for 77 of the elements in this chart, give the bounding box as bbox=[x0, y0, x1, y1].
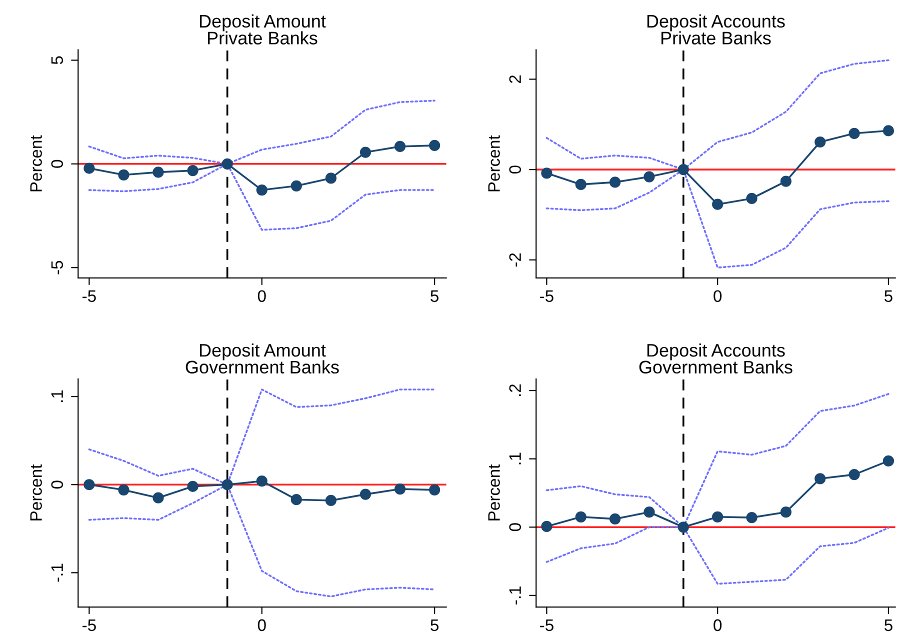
point bbox=[882, 455, 894, 466]
point bbox=[187, 164, 198, 176]
point bbox=[882, 125, 894, 136]
point bbox=[746, 192, 758, 204]
y-tick-label: -2 bbox=[509, 253, 521, 267]
point bbox=[541, 520, 552, 532]
y-tick-label: 0 bbox=[51, 480, 64, 489]
y-tick-label: .2 bbox=[509, 384, 521, 396]
chart-title: Deposit Amount Government Banks bbox=[186, 343, 339, 374]
x-tick-label: -5 bbox=[82, 619, 96, 632]
point bbox=[118, 169, 130, 180]
y-tick-label: -.1 bbox=[51, 564, 63, 582]
point bbox=[678, 164, 689, 176]
point bbox=[575, 178, 586, 190]
point bbox=[712, 198, 724, 210]
point bbox=[256, 184, 268, 196]
point bbox=[360, 146, 372, 158]
x-tick-label: 0 bbox=[714, 290, 722, 302]
point bbox=[780, 506, 792, 518]
x-tick-label: 5 bbox=[884, 619, 892, 632]
y-axis-title: Percent bbox=[30, 135, 42, 192]
chart-title: Deposit Accounts Private Banks bbox=[647, 14, 785, 44]
y-tick-label: -5 bbox=[51, 260, 64, 274]
y-tick-label: 0 bbox=[51, 160, 64, 168]
point bbox=[848, 128, 860, 139]
point bbox=[222, 479, 233, 490]
point bbox=[290, 180, 302, 192]
x-tick-label: 5 bbox=[430, 619, 438, 632]
x-tick-label: 5 bbox=[884, 290, 892, 302]
point bbox=[610, 513, 621, 524]
x-tick-label: 0 bbox=[258, 619, 266, 632]
x-tick-label: -5 bbox=[540, 290, 554, 302]
x-tick-label: 0 bbox=[258, 290, 266, 302]
chart-title: Deposit Amount Private Banks bbox=[200, 14, 326, 44]
point bbox=[118, 484, 130, 496]
y-tick-label: .1 bbox=[51, 390, 63, 402]
point bbox=[256, 476, 268, 487]
point bbox=[325, 172, 337, 184]
y-tick-label: 2 bbox=[509, 75, 521, 83]
point bbox=[84, 162, 95, 174]
point bbox=[187, 480, 198, 492]
point bbox=[152, 492, 164, 504]
point bbox=[394, 483, 406, 495]
point bbox=[360, 488, 372, 500]
x-tick-label: 0 bbox=[714, 619, 722, 632]
point bbox=[394, 140, 406, 152]
point bbox=[84, 479, 95, 490]
x-tick-label: 5 bbox=[430, 290, 438, 302]
y-axis-title: Percent bbox=[488, 135, 500, 192]
point bbox=[575, 511, 586, 522]
point bbox=[814, 473, 826, 484]
point bbox=[644, 506, 655, 518]
point bbox=[610, 176, 621, 188]
point bbox=[848, 468, 860, 480]
point bbox=[152, 166, 164, 178]
point bbox=[644, 171, 655, 182]
chart-title: Deposit Accounts Government Banks bbox=[639, 343, 792, 374]
x-tick-label: -5 bbox=[82, 290, 96, 302]
y-tick-label: 5 bbox=[51, 56, 64, 64]
x-tick-label: -5 bbox=[540, 619, 554, 632]
y-tick-label: .1 bbox=[509, 452, 521, 464]
point bbox=[541, 168, 552, 179]
y-tick-label: 0 bbox=[509, 523, 522, 532]
point bbox=[678, 522, 689, 533]
point bbox=[325, 494, 337, 506]
y-axis-title: Percent bbox=[488, 464, 500, 520]
point bbox=[746, 512, 758, 524]
y-axis-title: Percent bbox=[30, 464, 42, 520]
point bbox=[814, 136, 826, 148]
point bbox=[290, 494, 302, 506]
point bbox=[222, 158, 233, 170]
point bbox=[780, 176, 792, 187]
point bbox=[429, 140, 440, 151]
point bbox=[429, 484, 440, 496]
y-tick-label: -.1 bbox=[509, 586, 521, 604]
y-tick-label: 0 bbox=[509, 166, 522, 174]
point bbox=[712, 511, 724, 522]
